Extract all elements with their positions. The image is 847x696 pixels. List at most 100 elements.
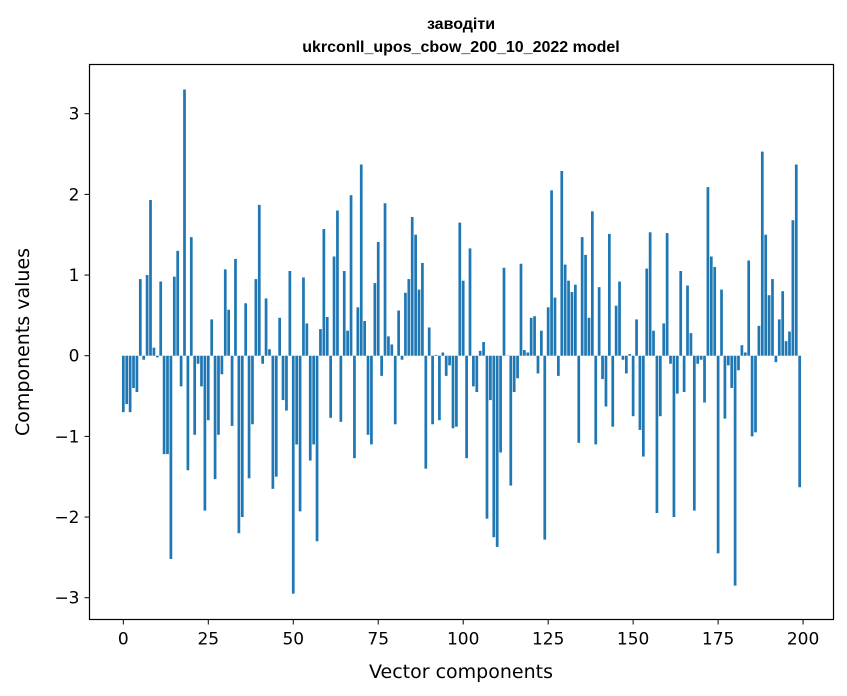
x-tick-label: 50: [282, 630, 304, 650]
bar: [570, 291, 574, 356]
bar: [400, 355, 404, 360]
bar: [655, 355, 659, 514]
bar: [421, 262, 424, 356]
bar: [285, 355, 288, 411]
bar: [699, 355, 703, 360]
bar: [244, 303, 248, 356]
bar: [455, 355, 458, 427]
bar: [550, 190, 553, 356]
bar: [319, 329, 322, 356]
bar: [162, 355, 166, 455]
bar: [750, 355, 754, 437]
bar: [271, 355, 275, 489]
bar: [652, 330, 655, 356]
bar: [597, 287, 601, 356]
x-axis-ticks: 0 25 50 75 100 125 150 175 200: [118, 619, 819, 650]
bar: [295, 355, 299, 445]
bar: [342, 271, 346, 356]
bar: [339, 355, 343, 422]
bar: [332, 256, 336, 356]
bar: [777, 319, 781, 356]
bar: [397, 310, 400, 356]
bar: [679, 271, 683, 356]
bar: [308, 355, 312, 461]
y-tick-label: −3: [54, 589, 79, 609]
bar: [567, 280, 570, 356]
bar: [390, 344, 394, 356]
bar: [247, 355, 251, 479]
bar: [784, 341, 788, 356]
bar: [485, 355, 489, 519]
bar: [125, 355, 129, 405]
bar: [611, 355, 615, 427]
plot-frame: [88, 63, 835, 621]
bar: [210, 319, 214, 356]
y-axis-label: Components values: [12, 248, 34, 436]
bar: [587, 317, 591, 356]
bar: [264, 298, 268, 356]
bar: [686, 285, 689, 356]
bar: [764, 234, 768, 356]
bar: [451, 355, 455, 429]
bar: [737, 355, 740, 371]
bar: [584, 254, 587, 356]
bar: [203, 355, 207, 511]
bar: [257, 204, 261, 356]
bar: [733, 355, 737, 586]
bar: [196, 355, 200, 364]
bar: [740, 345, 744, 356]
bar: [424, 355, 428, 469]
bar: [159, 281, 163, 356]
bar: [251, 355, 254, 425]
bar: [781, 291, 785, 356]
chart-title-line2: ukrconll_upos_cbow_200_10_2022 model: [302, 39, 619, 56]
bar: [662, 323, 666, 356]
bar: [325, 316, 329, 356]
bar: [635, 319, 638, 356]
bar: [274, 355, 278, 477]
bar: [774, 355, 778, 363]
bar: [138, 279, 142, 356]
bar: [543, 355, 547, 540]
bar: [798, 355, 802, 488]
bar: [431, 355, 434, 425]
bar: [648, 232, 652, 356]
bar: [788, 331, 791, 356]
bar: [553, 297, 557, 356]
bar: [189, 237, 193, 356]
bar: [472, 355, 475, 387]
bar: [393, 355, 397, 425]
bar: [502, 267, 506, 356]
bar: [329, 355, 333, 418]
y-tick-label: 0: [69, 347, 80, 367]
bar: [414, 234, 417, 356]
bar: [213, 355, 217, 480]
bar: [577, 355, 581, 443]
bar: [658, 355, 662, 417]
bar: [747, 260, 751, 356]
bar: [512, 355, 516, 393]
bar: [723, 355, 727, 419]
x-tick-label: 0: [118, 630, 129, 650]
x-tick-label: 75: [367, 630, 389, 650]
bar: [302, 277, 305, 356]
bar: [183, 89, 186, 356]
bar: [533, 316, 536, 356]
bar: [624, 355, 628, 374]
bar: [519, 263, 523, 356]
bar: [373, 283, 377, 356]
bar: [346, 330, 349, 356]
bar: [312, 355, 316, 445]
bar: [336, 210, 339, 356]
bar: [458, 222, 462, 356]
bar: [427, 327, 431, 356]
bar: [529, 317, 533, 356]
bar: [234, 258, 237, 356]
bar: [281, 355, 285, 401]
bar: [669, 355, 672, 364]
bar: [186, 355, 190, 471]
bar: [468, 248, 472, 356]
bar: [574, 284, 577, 356]
bar: [771, 279, 774, 356]
